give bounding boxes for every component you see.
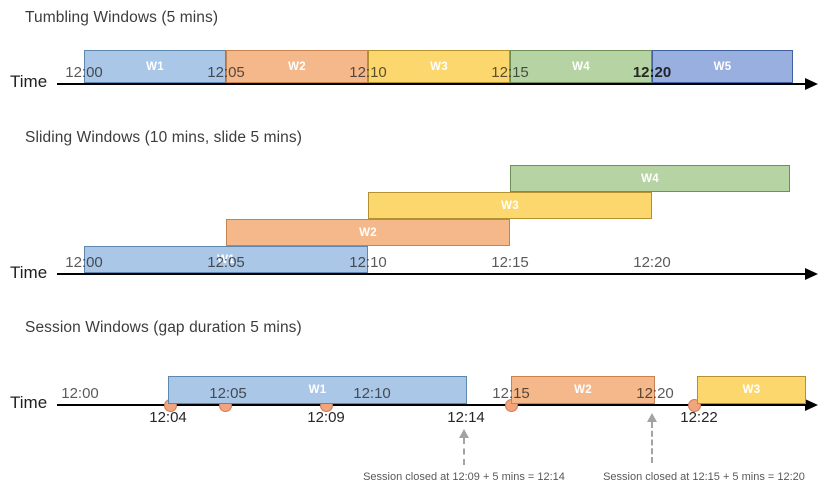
sliding-tick-12:00: 12:00	[65, 254, 103, 271]
session-axis-arrow-icon	[805, 399, 818, 411]
sliding-tick-12:15: 12:15	[491, 254, 529, 271]
sliding-time-axis-label: Time	[10, 263, 48, 282]
tumbling-tick-12:10: 12:10	[349, 64, 387, 81]
sliding-window-w3: W3	[368, 192, 652, 219]
session-close-annotation-2: Session closed at 12:15 + 5 mins = 12:20	[603, 471, 805, 483]
session-event-time-label: 12:09	[307, 409, 345, 426]
session-close-annotation-1: Session closed at 12:09 + 5 mins = 12:14	[363, 471, 565, 483]
sliding-window-w4: W4	[510, 165, 790, 192]
session-tick-12:05: 12:05	[209, 385, 247, 402]
sliding-tick-12:20: 12:20	[633, 254, 671, 271]
session-close-arrow-2	[651, 422, 653, 463]
session-time-axis-label: Time	[10, 393, 48, 412]
session-close-arrow-2-head-icon	[647, 413, 657, 422]
tumbling-window-w1: W1	[84, 50, 226, 83]
session-close-arrow-1-head-icon	[459, 429, 469, 438]
tumbling-window-w5: W5	[652, 50, 793, 83]
sliding-section-title: Sliding Windows (10 mins, slide 5 mins)	[25, 129, 302, 146]
tumbling-window-w2: W2	[226, 50, 368, 83]
session-tick-12:00: 12:00	[61, 385, 99, 402]
session-tick-12:20: 12:20	[636, 385, 674, 402]
sliding-tick-12:10: 12:10	[349, 254, 387, 271]
tumbling-window-w3: W3	[368, 50, 510, 83]
session-window-w2: W2	[511, 376, 655, 404]
session-window-w3: W3	[697, 376, 806, 404]
tumbling-axis-arrow-icon	[805, 78, 818, 90]
session-section-title: Session Windows (gap duration 5 mins)	[25, 319, 302, 336]
session-tick-12:10: 12:10	[353, 385, 391, 402]
tumbling-tick-12:20: 12:20	[632, 64, 672, 81]
tumbling-tick-12:00: 12:00	[65, 64, 103, 81]
tumbling-time-axis-label: Time	[10, 72, 48, 91]
sliding-window-w1: W1	[84, 246, 368, 273]
sliding-time-axis	[57, 273, 807, 275]
tumbling-tick-12:05: 12:05	[207, 64, 245, 81]
tumbling-tick-12:15: 12:15	[491, 64, 529, 81]
session-time-axis	[57, 404, 807, 406]
session-window-w1: W1	[168, 376, 467, 404]
session-tick-12:15: 12:15	[492, 385, 530, 402]
sliding-window-w2: W2	[226, 219, 510, 246]
tumbling-time-axis	[57, 83, 807, 85]
sliding-axis-arrow-icon	[805, 268, 818, 280]
tumbling-window-w4: W4	[510, 50, 652, 83]
session-close-arrow-1	[463, 438, 465, 465]
sliding-tick-12:05: 12:05	[207, 254, 245, 271]
session-event-time-label: 12:04	[149, 409, 187, 426]
session-event-time-label: 12:14	[447, 409, 485, 426]
tumbling-section-title: Tumbling Windows (5 mins)	[25, 9, 219, 26]
session-event-time-label: 12:22	[680, 409, 718, 426]
